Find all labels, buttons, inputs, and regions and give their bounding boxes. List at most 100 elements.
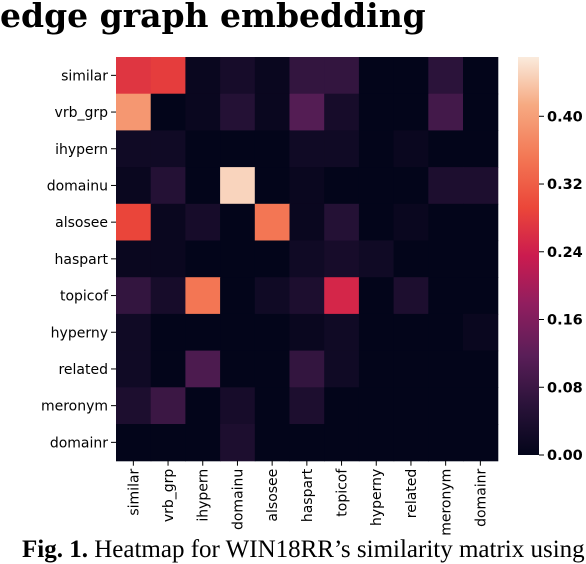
heatmap-cell-similar-vrb_grp — [150, 57, 186, 95]
row-label-vrb_grp: vrb_grp — [55, 105, 109, 121]
column-labels: similar vrb_grp ihypern domainu alsosee haspa… — [126, 460, 489, 536]
heatmap-cell-related-similar — [116, 350, 152, 388]
heatmap-cell-related-domainr — [463, 350, 499, 388]
heatmap-cell-alsosee-topicof — [324, 203, 360, 242]
column-label-similar: similar — [126, 468, 142, 515]
heatmap-cell-domainr-similar — [116, 424, 152, 462]
heatmap-cell-haspart-vrb_grp — [150, 240, 186, 278]
row-label-similar: similar — [61, 68, 108, 84]
heatmap-cell-alsosee-vrb_grp — [150, 203, 186, 242]
heatmap-cell-domainu-ihypern — [185, 167, 221, 205]
colorbar-tick-label: 0.00 — [547, 448, 583, 464]
heatmap-cell-meronym-vrb_grp — [150, 387, 186, 425]
heatmap-cell-domainu-topicof — [324, 167, 360, 205]
heatmap-cell-vrb_grp-domainr — [463, 93, 499, 131]
heatmap-cell-domainr-domainr — [463, 424, 499, 462]
heatmap-cell-ihypern-domainr — [463, 130, 499, 168]
heatmap-cell-domainu-hyperny — [358, 167, 395, 205]
heatmap-cell-related-topicof — [324, 350, 360, 388]
heatmap-cell-haspart-hyperny — [358, 240, 395, 278]
heatmap-cell-hyperny-hyperny — [358, 313, 395, 352]
heatmap-cell-hyperny-topicof — [324, 313, 360, 352]
caption-label: Fig. 1. — [22, 536, 88, 563]
heatmap-cell-domainr-alsosee — [254, 424, 291, 462]
heatmap-cell-topicof-domainu — [220, 277, 256, 315]
heatmap-cell-related-meronym — [428, 350, 464, 388]
heatmap-cell-similar-alsosee — [254, 57, 291, 95]
heatmap-cell-similar-haspart — [289, 57, 325, 95]
heatmap-cell-domainr-hyperny — [358, 424, 395, 462]
heatmap-cell-meronym-hyperny — [358, 387, 395, 425]
heatmap-cell-hyperny-domainu — [220, 313, 256, 352]
colorbar-tick-label: 0.16 — [547, 313, 583, 329]
heatmap-cell-ihypern-related — [393, 130, 429, 168]
heatmap-cell-haspart-domainr — [463, 240, 499, 278]
heatmap-cell-alsosee-ihypern — [185, 203, 221, 242]
colorbar-tick-label: 0.24 — [547, 245, 583, 261]
heatmap-cell-alsosee-alsosee — [254, 203, 291, 242]
heatmap-cell-hyperny-similar — [116, 313, 152, 352]
heatmap-cell-hyperny-domainr — [463, 313, 499, 352]
heatmap-cell-topicof-vrb_grp — [150, 277, 186, 315]
heatmap-cell-haspart-haspart — [289, 240, 325, 278]
column-label-related: related — [404, 469, 420, 519]
column-label-domainu: domainu — [230, 469, 246, 530]
heatmap-cell-vrb_grp-hyperny — [358, 93, 395, 131]
heatmap-cell-domainr-vrb_grp — [150, 424, 186, 462]
heatmap-cell-ihypern-hyperny — [358, 130, 395, 168]
heatmap-cell-domainu-meronym — [428, 167, 464, 205]
heatmap-cell-vrb_grp-vrb_grp — [150, 93, 186, 131]
heatmap-cell-similar-domainr — [463, 57, 499, 95]
heatmap-cell-hyperny-vrb_grp — [150, 313, 186, 352]
column-label-vrb_grp: vrb_grp — [161, 469, 177, 523]
colorbar-tick-label: 0.32 — [547, 177, 583, 193]
heatmap-cell-ihypern-topicof — [324, 130, 360, 168]
heatmap-cell-similar-hyperny — [358, 57, 395, 95]
heatmap-cell-ihypern-ihypern — [185, 130, 221, 168]
heatmap-cell-hyperny-ihypern — [185, 313, 221, 352]
column-label-meronym: meronym — [439, 469, 455, 536]
heatmap-cell-domainu-haspart — [289, 167, 325, 205]
heatmap-cell-meronym-meronym — [428, 387, 464, 425]
heatmap-cell-haspart-meronym — [428, 240, 464, 278]
heatmap-cell-vrb_grp-domainu — [220, 93, 256, 131]
heatmap-cell-ihypern-alsosee — [254, 130, 291, 168]
column-label-ihypern: ihypern — [196, 469, 212, 522]
caption-text: Heatmap for WIN18RR’s similarity matrix … — [87, 536, 585, 563]
column-label-topicof: topicof — [335, 468, 351, 517]
heatmap-cell-alsosee-domainu — [220, 203, 256, 242]
heatmap-cells — [116, 57, 499, 462]
row-label-hyperny: hyperny — [51, 325, 108, 341]
heatmap-cell-meronym-alsosee — [254, 387, 291, 425]
heatmap-cell-similar-similar — [116, 57, 152, 95]
column-label-haspart: haspart — [300, 468, 316, 522]
heatmap-cell-alsosee-domainr — [463, 203, 499, 242]
figure-caption: Fig. 1. Heatmap for WIN18RR’s similarity… — [22, 536, 585, 564]
colorbar: 0.00 0.08 0.16 0.24 0.32 0.40 — [518, 57, 583, 464]
colorbar-gradient — [518, 57, 539, 455]
heatmap-cell-alsosee-hyperny — [358, 203, 395, 242]
heatmap-cell-related-ihypern — [185, 350, 221, 388]
heatmap-cell-topicof-hyperny — [358, 277, 395, 315]
heatmap-cell-vrb_grp-alsosee — [254, 93, 291, 131]
column-label-domainr: domainr — [473, 468, 489, 526]
heatmap-cell-topicof-related — [393, 277, 429, 315]
heatmap-cell-domainu-related — [393, 167, 429, 205]
heatmap-cell-related-vrb_grp — [150, 350, 186, 388]
heatmap-cell-topicof-alsosee — [254, 277, 291, 315]
heatmap-cell-topicof-ihypern — [185, 277, 221, 315]
heatmap-cell-meronym-similar — [116, 387, 152, 425]
row-label-alsosee: alsosee — [55, 215, 108, 231]
heatmap-cell-related-domainu — [220, 350, 256, 388]
heatmap-cell-domainr-topicof — [324, 424, 360, 462]
heatmap-cell-domainr-related — [393, 424, 429, 462]
heatmap-cell-similar-domainu — [220, 57, 256, 95]
heatmap-cell-domainr-haspart — [289, 424, 325, 462]
heatmap-cell-meronym-related — [393, 387, 429, 425]
row-label-related: related — [58, 362, 108, 378]
heatmap-cell-topicof-haspart — [289, 277, 325, 315]
heatmap-cell-meronym-ihypern — [185, 387, 221, 425]
heatmap-cell-meronym-haspart — [289, 387, 325, 425]
heatmap-cell-hyperny-related — [393, 313, 429, 352]
